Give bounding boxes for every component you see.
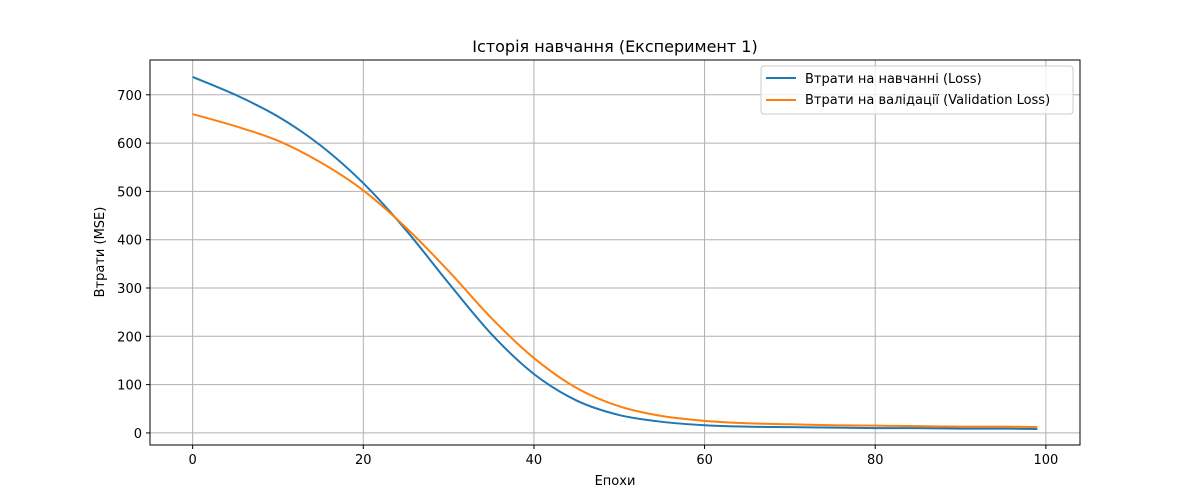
y-tick-label: 500: [117, 185, 142, 200]
y-tick-label: 600: [117, 137, 142, 152]
plot-frame: [149, 59, 1081, 446]
grid: [150, 60, 1080, 445]
legend: Втрати на навчанні (Loss) Втрати на валі…: [760, 65, 1074, 115]
y-tick-label: 300: [117, 282, 142, 297]
chart-title: Історія навчання (Експеримент 1): [472, 37, 757, 56]
y-tick-label: 100: [117, 379, 142, 394]
legend-label-train: Втрати на навчанні (Loss): [805, 72, 982, 87]
y-tick-label: 0: [134, 427, 142, 442]
legend-box: [760, 65, 1074, 115]
legend-label-validation: Втрати на валідації (Validation Loss): [805, 93, 1050, 108]
series-line-train-loss: [192, 75, 1038, 431]
x-tick-label: 60: [696, 453, 713, 468]
x-tick-label: 0: [189, 453, 197, 468]
x-tick-label: 40: [526, 453, 543, 468]
y-axis-label: Втрати (MSE): [93, 207, 108, 298]
x-tick-label: 20: [355, 453, 372, 468]
y-tick-label: 700: [117, 89, 142, 104]
x-axis-label: Епохи: [595, 474, 636, 489]
series-layer: [192, 75, 1038, 431]
x-tick-label: 100: [1033, 453, 1058, 468]
ticks: 0 20 40 60 80 100 0 100 200 300 400 500 600 700: [117, 89, 1058, 468]
series-line-validation-loss: [192, 113, 1038, 429]
y-tick-label: 200: [117, 330, 142, 345]
y-tick-label: 400: [117, 234, 142, 249]
x-tick-label: 80: [867, 453, 884, 468]
